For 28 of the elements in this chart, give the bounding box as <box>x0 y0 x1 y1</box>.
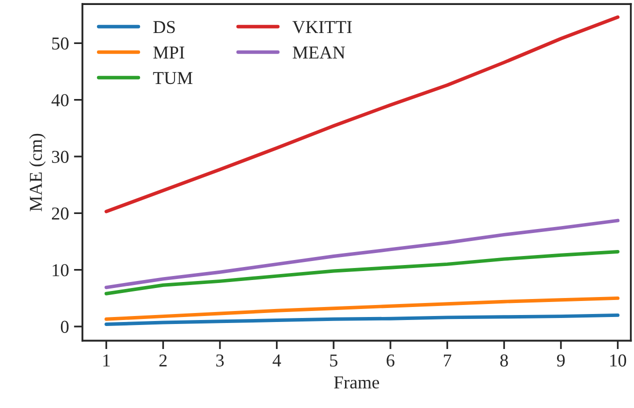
x-tick-label: 9 <box>556 354 565 367</box>
y-tick-label: 10 <box>52 264 69 276</box>
y-tick-label: 40 <box>52 94 69 106</box>
y-tick-label: 0 <box>60 320 69 333</box>
y-tick-label: 30 <box>52 150 69 163</box>
line-series <box>104 218 620 290</box>
legend-label: MPI <box>153 46 184 58</box>
legend-label: TUM <box>153 72 192 84</box>
x-tick-label: 2 <box>159 354 167 366</box>
y-tick-label: 20 <box>52 207 69 220</box>
legend-label: VKITTI <box>292 21 352 34</box>
line-series <box>104 250 620 296</box>
x-tick-label: 6 <box>386 354 394 367</box>
x-tick-label: 5 <box>330 354 338 367</box>
legend-label: MEAN <box>292 46 346 58</box>
y-tick-label: 50 <box>52 37 69 50</box>
line-series <box>104 15 620 214</box>
x-tick-label: 8 <box>500 354 508 367</box>
x-tick-label: 7 <box>444 354 452 366</box>
legend-label: DS <box>153 21 175 34</box>
x-tick-label: 1 <box>103 354 110 366</box>
x-tick-label: 4 <box>272 354 282 366</box>
x-tick-label: 3 <box>216 354 224 367</box>
line-series <box>104 313 620 326</box>
x-axis-title: Frame <box>334 376 380 389</box>
x-tick-label: 10 <box>610 354 626 367</box>
y-axis-title: MAE (cm) <box>29 134 46 212</box>
line-series <box>104 296 620 321</box>
